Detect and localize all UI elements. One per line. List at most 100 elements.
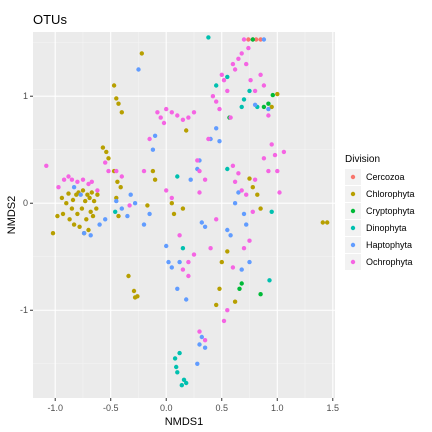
point-dinophyta [247, 88, 252, 94]
point-haptophyta [202, 224, 208, 229]
point-chlorophyta [126, 273, 131, 279]
point-chlorophyta [100, 145, 106, 150]
point-ochrophyta [141, 168, 147, 174]
point-ochrophyta [197, 329, 202, 334]
point-ochrophyta [206, 136, 211, 142]
point-dinophyta [174, 364, 179, 370]
point-ochrophyta [232, 67, 238, 72]
point-ochrophyta [210, 94, 216, 99]
point-chlorophyta [255, 192, 260, 197]
point-cercozoa [258, 37, 263, 42]
point-chlorophyta [250, 185, 255, 190]
point-ochrophyta [191, 110, 197, 115]
point-chlorophyta [111, 83, 117, 88]
point-haptophyta [228, 233, 233, 238]
point-chlorophyta [152, 177, 158, 182]
point-chlorophyta [66, 191, 71, 196]
point-ochrophyta [155, 110, 160, 115]
point-chlorophyta [119, 110, 125, 115]
point-dinophyta [267, 278, 272, 283]
point-chlorophyta [171, 211, 177, 217]
point-ochrophyta [261, 156, 267, 161]
point-ochrophyta [95, 188, 100, 193]
legend-label: Cryptophyta [366, 206, 415, 216]
point-chlorophyta [83, 198, 88, 204]
point-dinophyta [225, 166, 230, 172]
x-tick-label: 1.5 [327, 403, 340, 413]
point-haptophyta [78, 192, 83, 197]
point-ochrophyta [247, 238, 252, 243]
point-ochrophyta [261, 83, 267, 88]
point-haptophyta [188, 177, 193, 182]
point-ochrophyta [186, 115, 191, 120]
point-haptophyta [232, 201, 238, 206]
legend-key-point [350, 208, 356, 214]
point-dinophyta [214, 83, 219, 88]
point-chlorophyta [80, 188, 86, 193]
point-haptophyta [214, 126, 219, 131]
point-haptophyta [71, 185, 77, 190]
x-tick-label: -1.0 [47, 403, 63, 413]
point-dinophyta [206, 35, 211, 40]
point-chlorophyta [114, 195, 119, 201]
point-chlorophyta [95, 192, 100, 197]
point-cryptophyta [266, 101, 271, 106]
legend-key-point [350, 259, 356, 265]
point-ochrophyta [219, 72, 224, 78]
point-haptophyta [128, 192, 133, 197]
point-chlorophyta [116, 213, 121, 219]
point-chlorophyta [118, 185, 123, 190]
legend-label: Ochrophyta [366, 257, 413, 267]
point-haptophyta [177, 259, 182, 265]
point-dinophyta [184, 380, 189, 386]
grid-lines [33, 32, 335, 398]
point-ochrophyta [239, 51, 244, 56]
point-ochrophyta [236, 56, 241, 61]
point-chlorophyta [91, 198, 97, 204]
point-chlorophyta [139, 51, 144, 56]
point-ochrophyta [66, 174, 71, 179]
point-ochrophyta [208, 246, 213, 251]
point-chlorophyta [67, 217, 72, 222]
point-chlorophyta [184, 128, 189, 133]
x-axis-ticks: -1.0 -0.5 0.0 0.5 1.0 1.5 [47, 398, 339, 413]
point-chlorophyta [60, 211, 66, 217]
point-chlorophyta [94, 206, 99, 211]
point-dinophyta [113, 209, 118, 214]
point-haptophyta [166, 259, 171, 265]
point-haptophyta [150, 147, 156, 152]
point-ochrophyta [175, 113, 180, 118]
point-ochrophyta [241, 37, 247, 42]
y-tick-label: 1 [23, 91, 28, 101]
point-chlorophyta [71, 222, 77, 227]
point-ochrophyta [202, 338, 208, 343]
point-ochrophyta [246, 45, 251, 51]
point-dinophyta [175, 370, 180, 375]
point-haptophyta [202, 345, 208, 350]
point-haptophyta [175, 286, 180, 291]
point-cercozoa [254, 37, 259, 42]
point-cryptophyta [270, 92, 275, 98]
point-haptophyta [141, 222, 147, 227]
point-ochrophyta [147, 136, 152, 142]
point-chlorophyta [89, 190, 95, 195]
point-haptophyta [252, 102, 258, 108]
point-ochrophyta [248, 78, 253, 83]
point-haptophyta [199, 334, 204, 340]
point-cryptophyta [237, 286, 242, 291]
point-ochrophyta [75, 179, 80, 184]
point-chlorophyta [217, 286, 222, 291]
point-chlorophyta [115, 179, 120, 184]
point-ochrophyta [239, 188, 244, 193]
point-ochrophyta [164, 106, 169, 112]
point-ochrophyta [277, 190, 282, 195]
point-haptophyta [195, 361, 200, 366]
point-chlorophyta [88, 209, 93, 214]
point-chlorophyta [84, 217, 89, 222]
point-ochrophyta [169, 110, 174, 115]
point-ochrophyta [232, 179, 238, 184]
point-haptophyta [103, 217, 108, 222]
point-ochrophyta [221, 318, 227, 324]
point-ochrophyta [44, 163, 49, 168]
point-ochrophyta [195, 158, 200, 163]
